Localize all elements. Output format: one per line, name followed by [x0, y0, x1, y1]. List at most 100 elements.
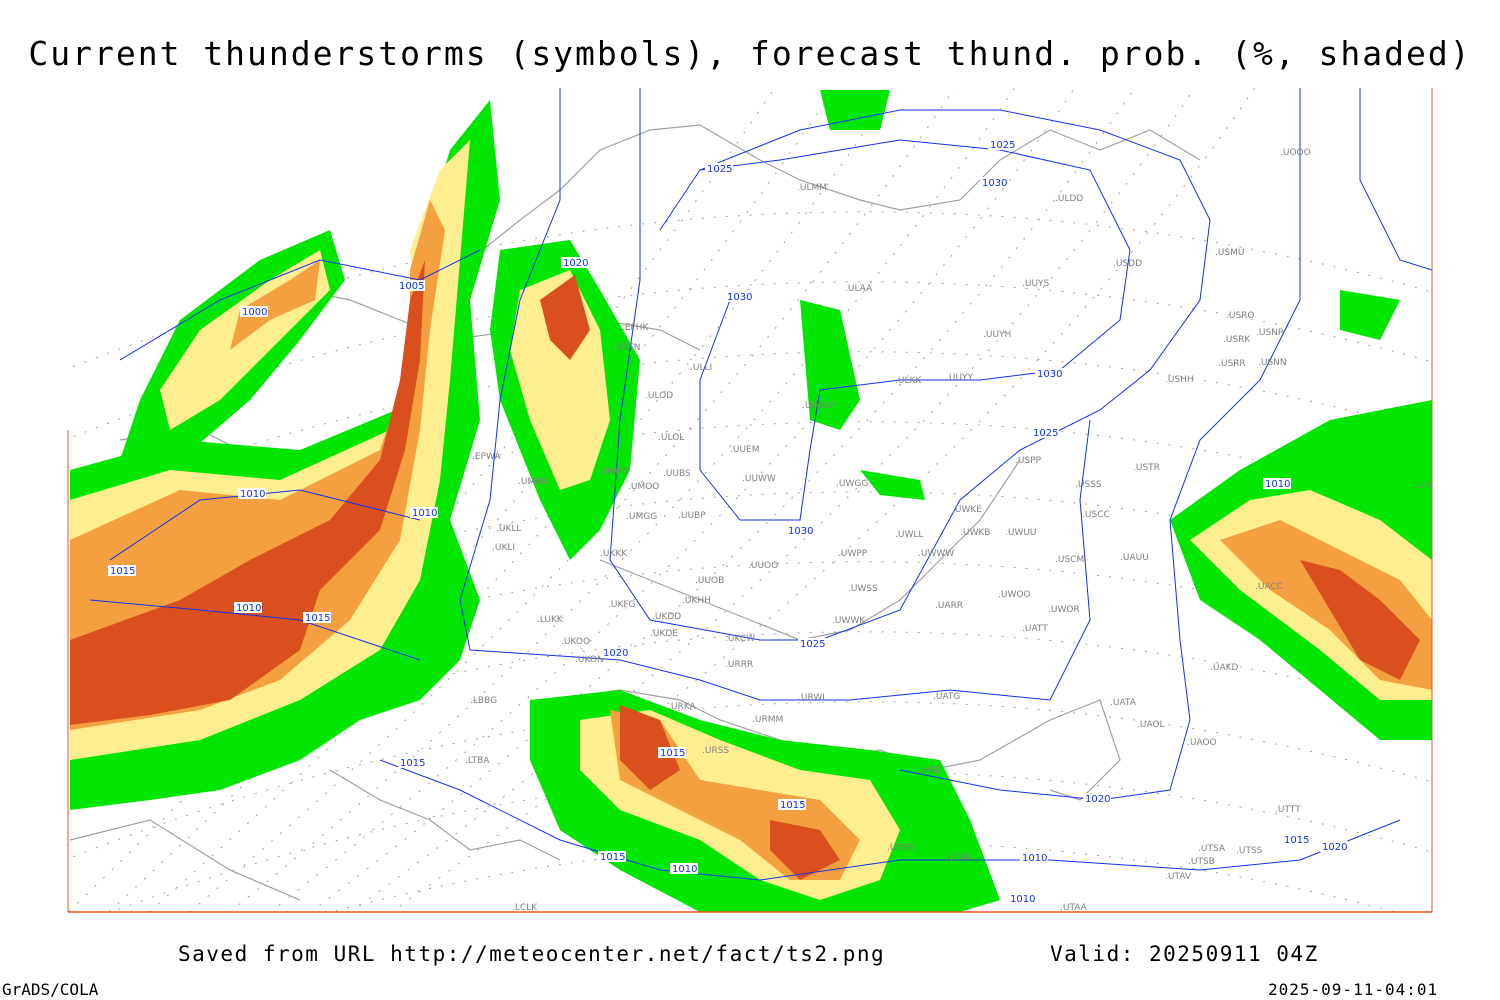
isobar-label: 1010	[1265, 479, 1290, 490]
station-label: .USRO	[1226, 311, 1255, 321]
isobar-label-bg	[1031, 427, 1059, 438]
isobar-label: 1015	[1284, 835, 1309, 846]
saved-from-url: Saved from URL http://meteocenter.net/fa…	[178, 942, 886, 966]
isobar-label: 1010	[412, 508, 437, 519]
isobar-label-bg	[988, 139, 1016, 150]
station-label: .UATA	[1110, 698, 1137, 708]
thunderstorm-probability-shading	[70, 90, 1432, 912]
isobar	[379, 759, 1401, 881]
meridian	[107, 88, 836, 912]
station-label: .ULMM	[797, 183, 827, 193]
isobar-label: 1010	[672, 864, 697, 875]
station-label: .UUOB	[695, 576, 724, 586]
station-label: .USPP	[1015, 456, 1042, 466]
isobar-label-bg	[561, 257, 589, 268]
isobar-label: 1020	[603, 648, 628, 659]
station-label: .UKLL	[496, 524, 521, 534]
isobar-label: 1025	[800, 639, 825, 650]
station-label: .UWKB	[960, 528, 990, 538]
isobar-label-bg	[705, 163, 733, 174]
station-label: .UUYH	[983, 330, 1011, 340]
station-label: .UKKK	[600, 549, 628, 559]
station-label: .UUOO	[748, 561, 778, 571]
isobar-label-bg	[658, 747, 686, 758]
isobar-label-bg	[108, 565, 136, 576]
station-label: .URSS	[702, 746, 729, 756]
station-label: .LBBG	[470, 696, 497, 706]
station-label: .USDD	[1113, 259, 1142, 269]
isobar-label-bg	[398, 757, 426, 768]
station-label: .UAKD	[1210, 663, 1239, 673]
station-label: .USTR	[1133, 463, 1160, 473]
station-label: .UUEM	[730, 445, 760, 455]
isobar-label-bg	[786, 525, 814, 536]
station-label: .EPWA	[472, 452, 501, 462]
station-label: .URWI	[798, 693, 825, 703]
coastline	[599, 459, 1021, 641]
isobar-label-bg	[1083, 793, 1111, 804]
meridian	[229, 88, 1016, 912]
isobar-label-bg	[238, 488, 266, 499]
map-title: Current thunderstorms (symbols), forecas…	[28, 34, 1472, 73]
isobar	[609, 88, 1211, 641]
isobar	[459, 88, 1091, 701]
station-label: .USCC	[1082, 510, 1110, 520]
coastline	[69, 769, 561, 901]
prob-high-area	[230, 260, 320, 350]
station-label: .UATG	[933, 692, 960, 702]
isobar-label-bg	[397, 280, 425, 291]
station-label: .UUYY	[946, 373, 974, 383]
station-label: .UKFG	[608, 600, 636, 610]
station-label: .UWLL	[895, 530, 923, 540]
station-label: .LUKK	[537, 615, 564, 625]
isobar	[109, 489, 421, 561]
software-credit: GrADS/COLA	[2, 980, 99, 999]
prob-max-area	[1300, 560, 1420, 680]
station-label: .ULDD	[1055, 194, 1083, 204]
station-label: .ULLI	[690, 363, 712, 373]
isobar-label-bg	[601, 647, 629, 658]
isobar-label-bg	[410, 507, 438, 518]
station-label: .USNR	[1256, 328, 1284, 338]
station-label: .UTSS	[1236, 846, 1263, 856]
parallel	[68, 631, 1432, 790]
isobar-label: 1015	[110, 566, 135, 577]
meridian	[188, 88, 956, 912]
meridian	[350, 88, 1196, 912]
isobar-label-bg	[798, 638, 826, 649]
parallel	[68, 701, 1432, 860]
isobar-labels: 1000 1005 1010 1010 1010 1015 1015 1015 1015 1015…	[108, 139, 1348, 905]
station-label: .UMMS	[598, 467, 629, 477]
isobar-label: 1025	[707, 164, 732, 175]
station-label: .ULOL	[658, 433, 684, 443]
isobar-label-bg	[1320, 841, 1348, 852]
isobar-label-bg	[1008, 893, 1036, 904]
station-label: .UNBB	[1415, 481, 1444, 491]
station-label: .UUBS	[663, 469, 691, 479]
isobar-label: 1015	[305, 613, 330, 624]
prob-max-area	[540, 275, 590, 360]
parallel	[68, 211, 1432, 370]
prob-max-area	[620, 705, 840, 880]
isobar-label: 1020	[1085, 794, 1110, 805]
station-label: .UKON	[575, 655, 604, 665]
isobar-label: 1030	[982, 178, 1007, 189]
isobar-label-bg	[240, 306, 268, 317]
isobar-label: 1030	[727, 292, 752, 303]
station-label: .UWPP	[838, 549, 868, 559]
station-label: .UACC	[1255, 582, 1283, 592]
isobar-label-bg	[1035, 368, 1063, 379]
isobar-label: 1010	[1010, 894, 1035, 905]
isobar-label-bg	[1263, 478, 1291, 489]
isobar-label-bg	[980, 177, 1008, 188]
station-label: .USSS	[1075, 480, 1102, 490]
station-label: .UWSS	[848, 584, 878, 594]
isobar-label: 1025	[1033, 428, 1058, 439]
station-label: .UAUU	[1120, 553, 1149, 563]
station-label: .UWUU	[1005, 528, 1037, 538]
station-label: .UWOR	[1048, 605, 1080, 615]
isobar-label: 1010	[236, 603, 261, 614]
isobar-label: 1010	[1022, 853, 1047, 864]
parallel	[68, 281, 1432, 440]
